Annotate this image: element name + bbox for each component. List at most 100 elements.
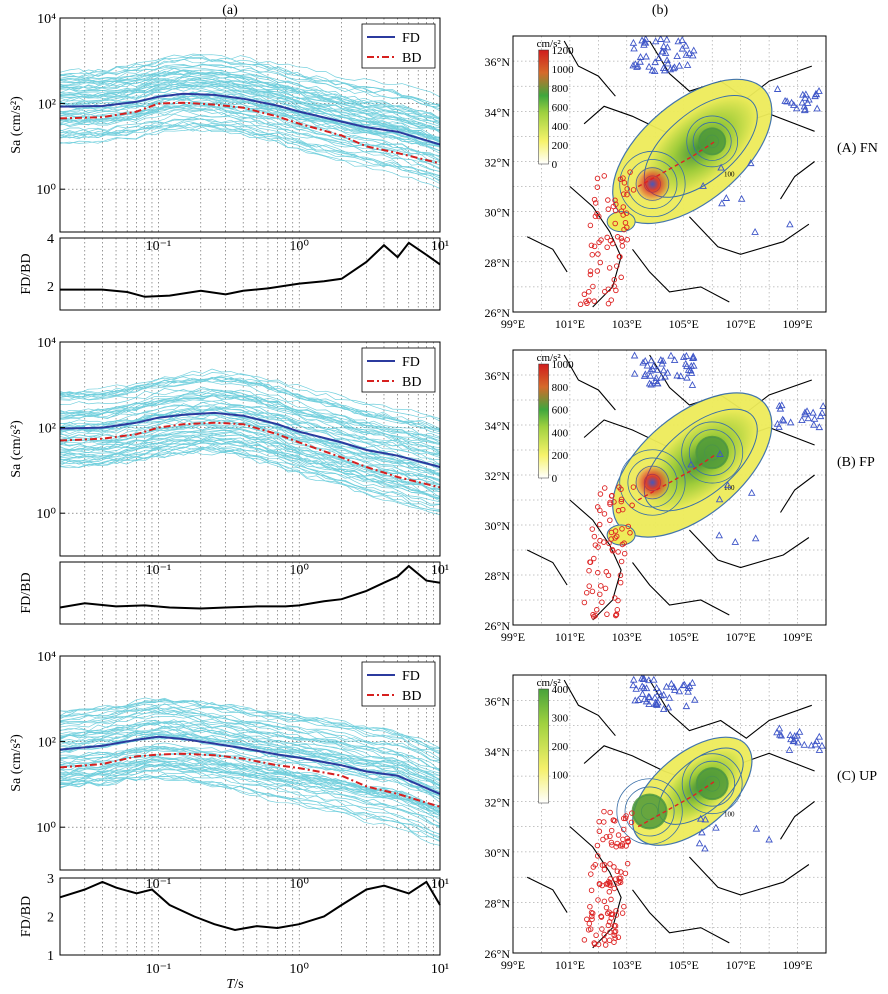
station-circle <box>607 929 613 935</box>
record-curve <box>60 441 440 491</box>
lon-tick-label: 103°E <box>612 630 642 644</box>
station-circle <box>592 200 599 206</box>
station-triangle <box>670 683 678 691</box>
station-circle <box>601 485 608 491</box>
station-circle <box>592 862 598 868</box>
row-label-a: (A) FN <box>837 141 878 156</box>
y-axis-label: Sa (cm/s²) <box>9 734 24 792</box>
station-circle <box>615 597 621 604</box>
station-circle <box>611 499 617 505</box>
station-circle <box>591 533 598 540</box>
station-triangle <box>715 531 723 539</box>
border-line <box>632 562 730 616</box>
record-curve <box>60 444 440 511</box>
record-curve <box>60 69 440 119</box>
station-circle <box>618 558 625 565</box>
station-triangle <box>647 356 656 364</box>
record-curve <box>60 376 440 429</box>
border-line <box>632 889 730 944</box>
legend: FD BD <box>361 661 436 707</box>
colorbar-tick-label: 200 <box>552 450 569 462</box>
station-triangle <box>660 66 669 74</box>
record-curve <box>60 449 440 506</box>
station-triangle <box>689 46 698 54</box>
ratio-y-tick-label: 2 <box>47 911 54 926</box>
colorbar-tick-label: 1000 <box>552 64 575 76</box>
station-circle <box>596 239 602 246</box>
station-triangle <box>678 36 686 43</box>
station-circle <box>605 286 612 292</box>
lon-tick-label: 107°E <box>726 630 756 644</box>
colorbar-tick-label: 1000 <box>552 359 575 371</box>
colorbar-tick-label: 100 <box>552 770 569 782</box>
peak-marker <box>695 435 729 470</box>
lat-tick-label: 36°N <box>485 694 511 708</box>
lat-tick-label: 26°N <box>485 306 511 320</box>
station-circle <box>611 932 617 939</box>
record-curve <box>60 421 440 483</box>
station-circle <box>621 226 627 233</box>
record-curve <box>60 697 440 752</box>
station-circle <box>625 523 632 530</box>
station-triangle <box>684 687 692 695</box>
station-circle <box>619 541 626 548</box>
station-circle <box>602 585 609 592</box>
station-circle <box>612 528 619 534</box>
ratio-x-tick-label: 10⁰ <box>289 962 309 977</box>
station-circle <box>599 862 606 868</box>
station-triangle <box>675 61 684 69</box>
legend: FD BD <box>361 347 436 393</box>
station-triangle <box>715 495 724 503</box>
record-curve <box>60 774 440 839</box>
record-curve <box>60 101 440 146</box>
station-circle <box>591 941 598 947</box>
station-triangle <box>680 680 689 688</box>
peak-marker <box>698 127 727 156</box>
record-curve <box>60 442 440 493</box>
border-line <box>526 876 568 913</box>
record-curve <box>60 78 440 133</box>
station-triangle <box>651 37 660 45</box>
lat-tick-label: 32°N <box>485 795 511 809</box>
legend-label: FD <box>402 355 420 370</box>
row-label-c: (C) UP <box>837 769 877 784</box>
station-circle <box>621 550 628 557</box>
station-triangle <box>815 423 824 431</box>
station-triangle <box>804 414 813 422</box>
station-triangle <box>682 351 691 359</box>
station-triangle <box>642 697 651 705</box>
colorbar-tick-label: 800 <box>552 83 569 95</box>
station-triangle <box>790 736 798 744</box>
colorbar <box>538 363 549 479</box>
ratio-frame <box>59 561 441 625</box>
colorbar-tick-label: 400 <box>552 121 569 133</box>
station-triangle <box>636 53 645 60</box>
lat-tick-label: 32°N <box>485 469 511 483</box>
record-curve <box>60 709 440 780</box>
station-circle <box>609 546 615 553</box>
grid-lines <box>59 18 440 232</box>
station-circle <box>618 208 625 214</box>
record-curve <box>60 64 440 120</box>
station-circle <box>613 533 620 540</box>
record-curve <box>60 768 440 835</box>
station-circle <box>601 866 608 873</box>
map-content: 100 <box>513 675 826 953</box>
station-circle <box>621 903 627 910</box>
station-triangle <box>690 361 698 369</box>
station-triangle <box>659 705 668 713</box>
station-circle <box>589 526 596 532</box>
y-tick-label: 10⁰ <box>36 821 56 836</box>
record-curve <box>60 109 440 172</box>
station-circles <box>581 808 635 948</box>
station-circle <box>608 839 615 846</box>
record-curve <box>60 106 440 158</box>
station-circle <box>590 283 596 290</box>
station-circle <box>618 496 625 503</box>
station-triangle <box>807 741 816 749</box>
station-triangle <box>631 60 640 68</box>
